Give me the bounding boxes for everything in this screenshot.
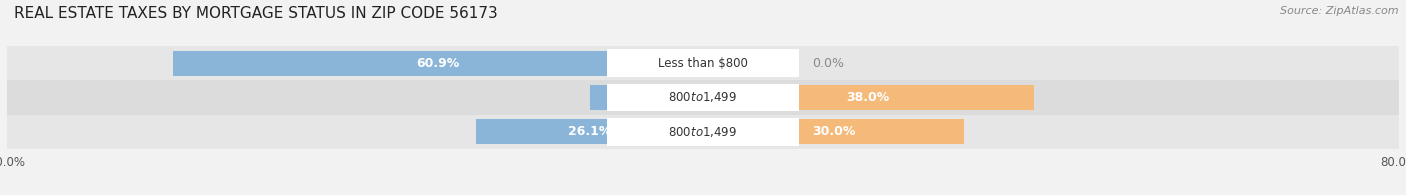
Legend: Without Mortgage, With Mortgage: Without Mortgage, With Mortgage bbox=[569, 191, 837, 195]
Bar bbox=[703, 85, 1033, 110]
Bar bbox=[703, 119, 965, 144]
Text: REAL ESTATE TAXES BY MORTGAGE STATUS IN ZIP CODE 56173: REAL ESTATE TAXES BY MORTGAGE STATUS IN … bbox=[14, 6, 498, 21]
Bar bbox=[591, 85, 703, 110]
Bar bbox=[173, 51, 703, 76]
Text: 60.9%: 60.9% bbox=[416, 57, 460, 70]
Bar bbox=[7, 115, 1399, 149]
Text: 0.0%: 0.0% bbox=[811, 57, 844, 70]
Text: Less than $800: Less than $800 bbox=[658, 57, 748, 70]
Bar bbox=[607, 118, 799, 146]
Text: 13.0%: 13.0% bbox=[624, 91, 668, 104]
Text: Source: ZipAtlas.com: Source: ZipAtlas.com bbox=[1281, 6, 1399, 16]
Text: 38.0%: 38.0% bbox=[846, 91, 890, 104]
Text: $800 to $1,499: $800 to $1,499 bbox=[668, 90, 738, 105]
Bar bbox=[7, 80, 1399, 115]
Text: 30.0%: 30.0% bbox=[811, 125, 855, 138]
Text: $800 to $1,499: $800 to $1,499 bbox=[668, 125, 738, 139]
Bar bbox=[607, 49, 799, 77]
Text: 26.1%: 26.1% bbox=[568, 125, 612, 138]
Bar bbox=[7, 46, 1399, 80]
Bar bbox=[607, 83, 799, 112]
Bar bbox=[477, 119, 703, 144]
